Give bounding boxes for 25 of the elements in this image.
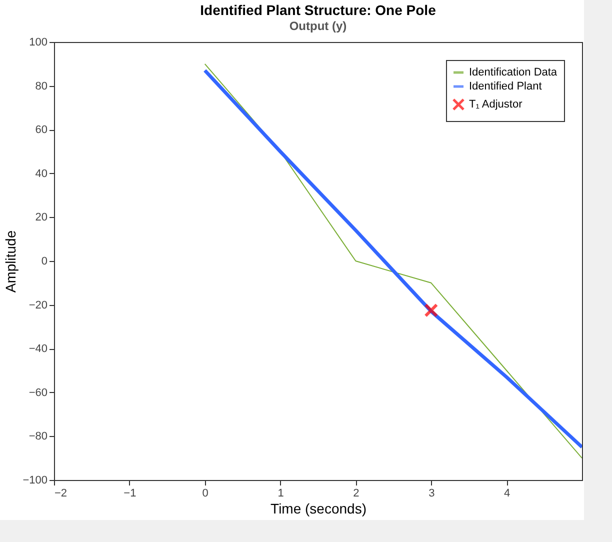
y-tick-label: 60 bbox=[35, 124, 48, 136]
x-tick-label: 0 bbox=[202, 488, 208, 500]
y-tick-label: 20 bbox=[35, 212, 48, 224]
legend-label: Identification Data bbox=[469, 66, 558, 78]
legend-label: T₁ Adjustor bbox=[469, 98, 523, 110]
x-tick-label: −1 bbox=[124, 488, 136, 500]
x-tick-label: 4 bbox=[504, 488, 510, 500]
y-tick-label: −20 bbox=[28, 299, 48, 312]
y-tick-label: −60 bbox=[28, 386, 48, 399]
x-tick-label: 3 bbox=[428, 488, 435, 500]
y-tick-label: 80 bbox=[35, 80, 48, 92]
y-tick-label: 0 bbox=[41, 256, 48, 268]
y-tick-label: −40 bbox=[28, 343, 48, 356]
y-tick-label: −80 bbox=[28, 430, 48, 443]
chart-subtitle: Output (y) bbox=[289, 19, 347, 33]
legend-label: Identified Plant bbox=[469, 80, 542, 92]
x-axis-title: Time (seconds) bbox=[270, 500, 366, 516]
x-tick-label: −2 bbox=[54, 488, 68, 500]
y-tick-label: −100 bbox=[22, 474, 48, 486]
chart-title: Identified Plant Structure: One Pole bbox=[200, 2, 436, 18]
y-axis-title: Amplitude bbox=[2, 230, 19, 293]
y-tick-label: 40 bbox=[35, 168, 48, 180]
x-tick-label: 1 bbox=[278, 488, 284, 500]
x-tick-label: 2 bbox=[353, 488, 360, 500]
y-tick-label: 100 bbox=[29, 36, 48, 48]
